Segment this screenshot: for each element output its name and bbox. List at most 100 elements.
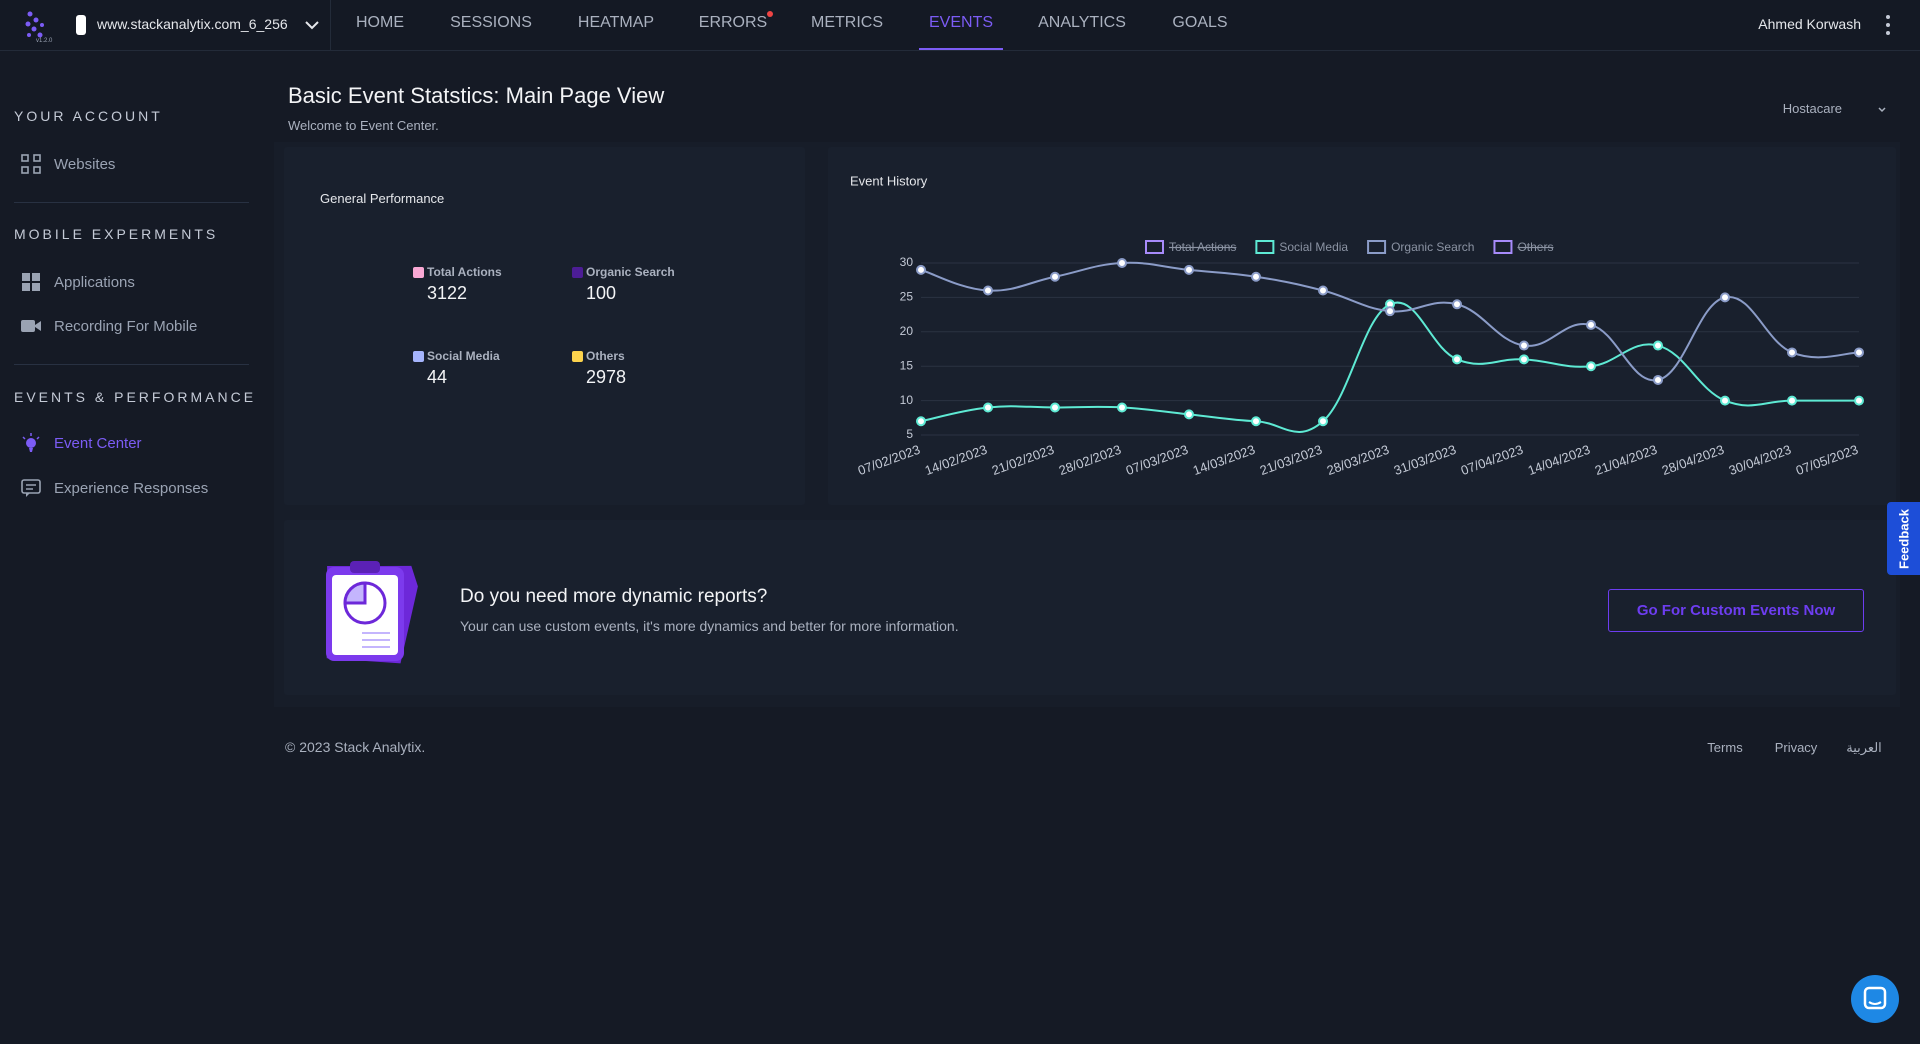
side-item-label: Event Center bbox=[54, 434, 142, 452]
stat-value: 44 bbox=[427, 367, 448, 387]
shape bbox=[22, 436, 26, 440]
top-nav: v1.2.0 www.stackanalytix.com_6_256 HOME S… bbox=[0, 0, 1920, 51]
copyright: © 2023 Stack Analytix. bbox=[285, 739, 426, 755]
shape bbox=[37, 32, 43, 38]
shape bbox=[33, 166, 41, 174]
shape bbox=[25, 21, 31, 27]
shape bbox=[1878, 107, 1886, 113]
shape bbox=[21, 154, 29, 162]
shape bbox=[40, 23, 44, 27]
shape bbox=[29, 448, 33, 452]
custom-events-button[interactable]: Go For Custom Events Now bbox=[1608, 589, 1864, 632]
shape bbox=[1886, 31, 1890, 35]
x-tick-label: 28/04/2023 bbox=[1660, 442, 1726, 478]
x-tick-label: 14/04/2023 bbox=[1526, 442, 1592, 478]
shape bbox=[33, 17, 39, 23]
side-item[interactable]: Websites bbox=[20, 154, 115, 174]
report-icon bbox=[326, 561, 418, 664]
side-icon bbox=[21, 479, 41, 497]
user-name[interactable]: Ahmed Korwash bbox=[1758, 16, 1861, 32]
shape bbox=[21, 479, 41, 494]
kebab-menu[interactable] bbox=[1884, 14, 1892, 36]
shape bbox=[21, 166, 29, 174]
feedback-label: Feedback bbox=[1896, 508, 1911, 569]
side-icon bbox=[22, 273, 40, 291]
logo-version: v1.2.0 bbox=[36, 38, 53, 44]
nav-item[interactable]: GOALS bbox=[1172, 14, 1228, 31]
x-tick-label: 30/04/2023 bbox=[1727, 442, 1793, 478]
shape bbox=[343, 581, 367, 605]
chart-card: Event History 5 10 15 20 25 30 07/02/2023 14/02… bbox=[828, 147, 1896, 505]
shape bbox=[31, 26, 37, 32]
x-tick-label: 14/03/2023 bbox=[1191, 442, 1257, 478]
legend-label: Total Actions bbox=[1169, 240, 1236, 254]
nav-item[interactable]: ANALYTICS bbox=[1038, 14, 1126, 31]
stat-label: Organic Search bbox=[586, 265, 675, 279]
shape bbox=[21, 320, 35, 332]
series-line bbox=[920, 301, 1859, 433]
side-separator bbox=[14, 202, 249, 203]
legend-label: Social Media bbox=[1279, 240, 1348, 254]
data-point bbox=[1586, 319, 1596, 330]
shape bbox=[22, 283, 30, 291]
shape bbox=[362, 632, 390, 648]
shape bbox=[305, 21, 319, 30]
shape bbox=[22, 433, 40, 440]
x-tick-label: 28/03/2023 bbox=[1325, 442, 1391, 478]
side-item[interactable]: Applications bbox=[20, 272, 135, 292]
promo-card: Do you need more dynamic reports? Your c… bbox=[284, 520, 1896, 695]
chat-button[interactable] bbox=[1851, 975, 1899, 1023]
data-point bbox=[1385, 306, 1395, 317]
data-point bbox=[983, 285, 993, 296]
data-point bbox=[1184, 409, 1194, 420]
data-point bbox=[1519, 354, 1529, 365]
stats-title: General Performance bbox=[320, 191, 445, 206]
y-tick-label: 5 bbox=[906, 427, 913, 441]
stat-label: Others bbox=[586, 349, 625, 363]
nav-item[interactable]: METRICS bbox=[811, 14, 883, 31]
side-item-label: Recording For Mobile bbox=[54, 317, 198, 335]
site-icon bbox=[76, 15, 86, 35]
x-tick-label: 21/03/2023 bbox=[1258, 442, 1324, 478]
shape bbox=[26, 438, 36, 448]
data-point bbox=[1653, 340, 1663, 351]
nav-item[interactable]: HOME bbox=[356, 14, 404, 31]
site-chevron[interactable] bbox=[304, 18, 320, 32]
nav-item[interactable]: SESSIONS bbox=[450, 14, 532, 31]
data-point bbox=[1519, 340, 1529, 351]
site-selector[interactable]: www.stackanalytix.com_6_256 bbox=[97, 16, 288, 32]
side-item-label: Websites bbox=[54, 155, 116, 173]
data-point bbox=[1117, 258, 1127, 268]
feedback-tab[interactable]: Feedback bbox=[1887, 502, 1920, 575]
side-item[interactable]: Experience Responses bbox=[20, 478, 208, 498]
footer-link[interactable]: العربية bbox=[1846, 740, 1882, 755]
data-point bbox=[1720, 395, 1730, 406]
footer-link[interactable]: Terms bbox=[1707, 740, 1743, 755]
legend-label: Organic Search bbox=[1391, 240, 1474, 254]
promo-text: Your can use custom events, it's more dy… bbox=[460, 618, 959, 634]
nav-item[interactable]: ERRORS bbox=[698, 14, 768, 31]
data-point bbox=[1117, 402, 1127, 413]
stat-value: 2978 bbox=[586, 367, 627, 387]
shape bbox=[27, 33, 31, 37]
shape bbox=[1868, 1001, 1882, 1005]
site-dropdown[interactable]: Hostacare bbox=[1782, 101, 1842, 116]
dropdown-chevron[interactable] bbox=[1877, 106, 1887, 114]
side-item[interactable]: Recording For Mobile bbox=[20, 316, 197, 336]
chart-title: Event History bbox=[850, 173, 928, 188]
stat-swatch bbox=[572, 267, 583, 278]
nav-item[interactable]: HEATMAP bbox=[577, 14, 655, 31]
data-point bbox=[1251, 416, 1261, 427]
stat-value: 100 bbox=[586, 283, 617, 303]
x-tick-label: 07/05/2023 bbox=[1794, 442, 1860, 478]
shape bbox=[26, 493, 30, 497]
logo[interactable]: v1.2.0 bbox=[20, 8, 56, 44]
shape bbox=[25, 11, 44, 38]
promo-title: Do you need more dynamic reports? bbox=[460, 586, 768, 607]
data-point bbox=[1050, 271, 1060, 282]
nav-item[interactable]: EVENTS bbox=[918, 0, 1004, 50]
side-item[interactable]: Event Center bbox=[20, 433, 142, 453]
footer-link[interactable]: Privacy bbox=[1774, 740, 1818, 755]
x-tick-label: 14/02/2023 bbox=[923, 442, 989, 478]
